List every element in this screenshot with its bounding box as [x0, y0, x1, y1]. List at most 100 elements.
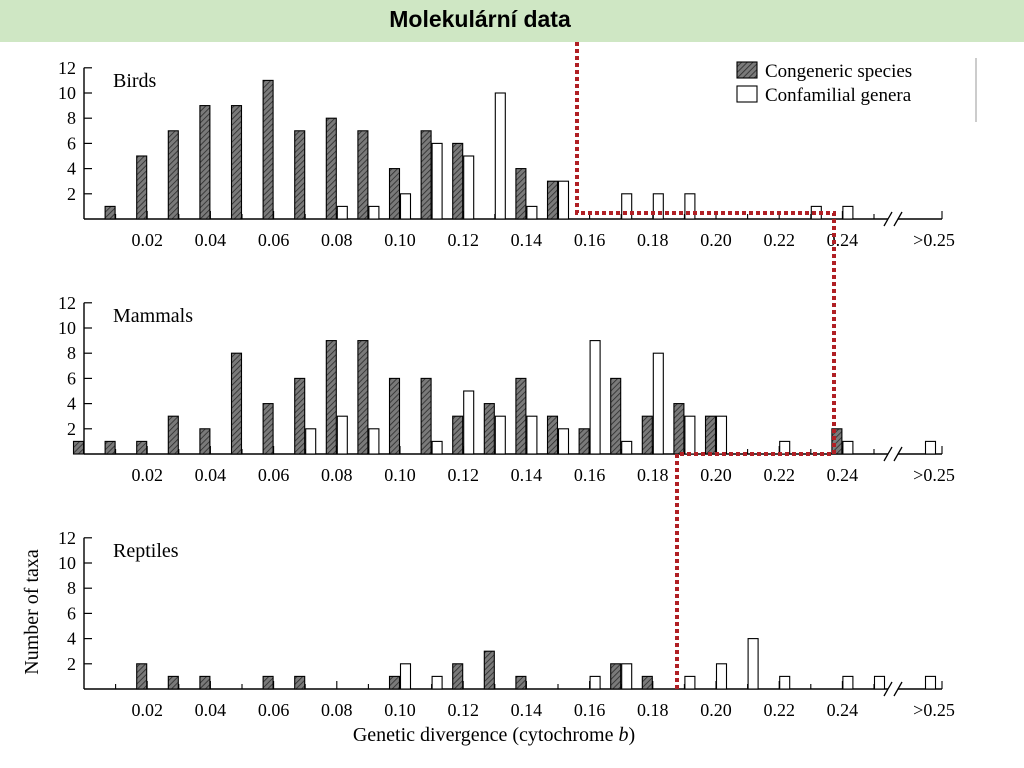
- bar-congeneric: [199, 675, 211, 690]
- bar-congeneric: [167, 675, 179, 690]
- bar-congeneric: [136, 440, 148, 455]
- y-axis-title: Number of taxa: [21, 549, 43, 675]
- connector-line: [575, 42, 836, 689]
- bar-congeneric: [515, 675, 527, 690]
- bar-confamilial: [463, 155, 475, 220]
- x-tick-label: 0.24: [827, 700, 859, 720]
- x-tick-label: 0.24: [827, 465, 859, 485]
- legend-swatch-confamilial-genera: [736, 85, 758, 103]
- x-axis-title-text: Genetic divergence (cytochrome: [353, 724, 619, 746]
- panel-label: Reptiles: [113, 540, 179, 562]
- bar-congeneric: [262, 675, 274, 690]
- x-tick-label: 0.06: [258, 700, 290, 720]
- bar-congeneric: [515, 377, 527, 455]
- x-tick-label: 0.06: [258, 230, 290, 250]
- y-tick-label: 8: [67, 578, 76, 598]
- bar-confamilial: [305, 428, 317, 455]
- bar-confamilial: [842, 440, 854, 455]
- bar-congeneric: [452, 415, 464, 455]
- x-tick-label: 0.06: [258, 465, 290, 485]
- x-tick-label: 0.04: [195, 230, 227, 250]
- bar-congeneric: [452, 663, 464, 690]
- x-tick-label: 0.14: [511, 700, 543, 720]
- bar-congeneric: [199, 105, 211, 220]
- bar-confamilial: [463, 390, 475, 455]
- bar-confamilial: [779, 675, 791, 690]
- bar-congeneric: [325, 340, 337, 455]
- x-tick-label: 0.12: [447, 700, 479, 720]
- bar-confamilial: [526, 205, 538, 220]
- bar-congeneric: [483, 403, 495, 455]
- bar-congeneric: [704, 415, 717, 455]
- bar-confamilial: [557, 180, 570, 220]
- bar-congeneric: [230, 352, 243, 455]
- bar-congeneric: [262, 79, 274, 220]
- bar-confamilial: [336, 205, 348, 220]
- bar-congeneric: [388, 675, 401, 690]
- x-tick-label: 0.04: [195, 465, 227, 485]
- bar-confamilial: [715, 663, 728, 690]
- bar-congeneric: [167, 130, 179, 220]
- y-tick-label: 8: [67, 108, 76, 128]
- bar-congeneric: [388, 168, 401, 220]
- y-tick-label: 2: [67, 184, 76, 204]
- chart-legend: Congeneric species Confamilial genera: [736, 58, 977, 122]
- y-tick-label: 10: [58, 553, 76, 573]
- panel-label: Mammals: [113, 305, 193, 327]
- bar-confamilial: [431, 142, 443, 220]
- x-tick-label: 0.14: [511, 230, 543, 250]
- bar-confamilial: [924, 675, 937, 690]
- x-tick-label: 0.10: [384, 230, 416, 250]
- x-tick-label: 0.04: [195, 700, 227, 720]
- legend-swatch-congeneric-species: [736, 61, 758, 79]
- y-tick-label: 8: [67, 343, 76, 363]
- x-tick-label: 0.24: [827, 230, 859, 250]
- bar-confamilial: [494, 92, 506, 220]
- comparison-connector: [575, 42, 836, 689]
- bar-congeneric: [641, 675, 653, 690]
- bar-confamilial: [621, 663, 633, 690]
- x-tick-label: >0.25: [913, 465, 955, 485]
- x-tick-label: 0.20: [700, 700, 732, 720]
- bar-confamilial: [368, 205, 380, 220]
- y-tick-label: 6: [67, 368, 76, 388]
- bar-confamilial: [621, 440, 633, 455]
- x-tick-label: 0.22: [763, 700, 795, 720]
- x-tick-label: 0.02: [131, 465, 163, 485]
- bar-confamilial: [779, 440, 791, 455]
- bar-confamilial: [924, 440, 937, 455]
- y-tick-label: 10: [58, 83, 76, 103]
- bar-confamilial: [431, 440, 443, 455]
- bar-congeneric: [641, 415, 653, 455]
- bar-congeneric: [104, 440, 116, 455]
- x-tick-label: 0.12: [447, 465, 479, 485]
- x-tick-label: 0.18: [637, 230, 669, 250]
- panel-reptiles: 2 4 6 8 10 12 0.02 0.04 0.06 0.08 0.10 0.12 0.14 0.16…: [58, 528, 955, 720]
- bar-confamilial: [399, 663, 412, 690]
- bar-confamilial: [557, 428, 570, 455]
- bar-congeneric: [610, 663, 622, 690]
- x-tick-label: 0.08: [321, 700, 353, 720]
- bar-congeneric: [294, 675, 306, 690]
- x-tick-label: 0.16: [574, 465, 606, 485]
- y-tick-label: 6: [67, 603, 76, 623]
- bar-congeneric: [357, 130, 369, 220]
- bar-confamilial: [715, 415, 728, 455]
- y-tick-label: 4: [67, 629, 76, 649]
- bar-congeneric: [578, 428, 590, 455]
- bar-congeneric: [357, 340, 369, 455]
- bar-congeneric: [420, 377, 432, 455]
- bar-confamilial: [842, 675, 854, 690]
- bar-confamilial: [431, 675, 443, 690]
- bar-confamilial: [526, 415, 538, 455]
- x-tick-label: 0.10: [384, 465, 416, 485]
- bar-congeneric: [136, 155, 148, 220]
- x-tick-label: 0.02: [131, 230, 163, 250]
- x-tick-label: 0.20: [700, 230, 732, 250]
- bar-confamilial: [747, 638, 759, 690]
- bar-congeneric: [420, 130, 432, 220]
- x-tick-label: >0.25: [913, 230, 955, 250]
- x-axis-title: Genetic divergence (cytochrome b): [353, 724, 635, 746]
- bar-confamilial: [873, 675, 886, 690]
